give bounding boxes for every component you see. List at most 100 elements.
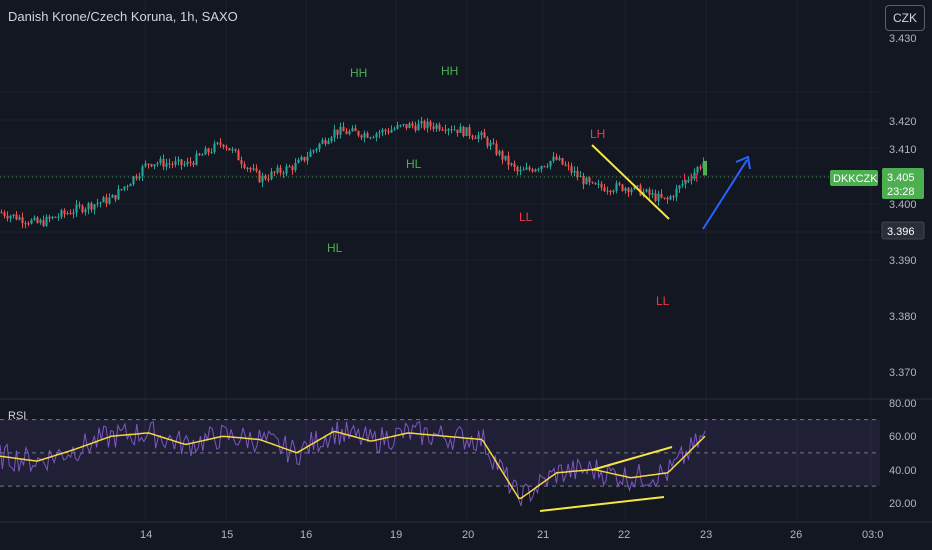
candle-body <box>495 143 498 155</box>
candle-body <box>519 170 522 172</box>
candle-body <box>492 142 495 144</box>
annotation-hl-2: HL <box>327 241 343 255</box>
candle-body <box>345 131 348 135</box>
candle-body <box>114 195 117 200</box>
candle-body <box>252 168 255 170</box>
candle-body <box>660 193 663 198</box>
candle-body <box>669 196 672 200</box>
candle-body <box>159 158 162 164</box>
time-label: 15 <box>221 529 233 541</box>
candle-body <box>465 127 468 136</box>
rsi-label: RSI <box>8 410 27 422</box>
candle-body <box>105 197 108 204</box>
candle-body <box>246 167 249 169</box>
time-axis[interactable]: 14 15 16 19 20 21 22 23 26 03:0 <box>140 529 883 541</box>
candle-body <box>696 167 699 173</box>
candle-body <box>240 160 243 165</box>
candle-body <box>489 142 492 147</box>
candle-body <box>564 164 567 166</box>
candle-body <box>96 203 99 205</box>
candle-body <box>372 137 375 139</box>
time-label: 20 <box>462 529 474 541</box>
candle-body <box>144 163 147 167</box>
candle-body <box>687 179 690 181</box>
candle-body <box>285 166 288 174</box>
time-label: 03:0 <box>862 529 883 541</box>
candle-body <box>222 144 225 147</box>
candle-body <box>468 127 471 136</box>
candle-body <box>216 142 219 144</box>
candle-body <box>423 121 426 129</box>
candle-body <box>42 220 45 226</box>
candle-body <box>525 167 528 170</box>
rsi-tick: 80.00 <box>889 398 917 410</box>
candle-body <box>531 169 534 172</box>
candle-body <box>12 214 15 217</box>
candle-body <box>210 152 213 154</box>
candle-body <box>573 170 576 173</box>
candle-body <box>60 210 63 217</box>
rsi-panel[interactable] <box>0 419 880 507</box>
candle-body <box>255 168 258 171</box>
candle-body <box>690 178 693 180</box>
candle-body <box>129 184 132 187</box>
currency-button[interactable]: CZK <box>885 5 925 31</box>
candle-body <box>24 223 27 225</box>
candle-body <box>33 217 36 220</box>
candle-body <box>378 132 381 134</box>
candle-body <box>513 163 516 168</box>
chart-title: Danish Krone/Czech Koruna, 1h, SAXO <box>8 9 238 24</box>
candle-body <box>393 128 396 130</box>
candle-body <box>480 132 483 136</box>
candle-body <box>321 140 324 144</box>
candle-body <box>207 148 210 153</box>
candle-body <box>435 124 438 129</box>
candle-body <box>231 149 234 151</box>
candle-body <box>165 163 168 167</box>
candle-body <box>390 129 393 133</box>
candle-body <box>498 151 501 155</box>
crosshair-price-bg <box>881 221 925 240</box>
candle-body <box>594 182 597 185</box>
rsi-divergence-line-bottom <box>539 496 665 512</box>
candle-body <box>651 193 654 195</box>
candle-body <box>474 137 477 139</box>
candle-body <box>171 163 174 165</box>
candle-body <box>126 186 129 188</box>
candle-body <box>615 183 618 191</box>
candle-body <box>438 124 441 130</box>
candle-body <box>75 204 78 213</box>
candle-body <box>354 128 357 132</box>
time-label: 16 <box>300 529 312 541</box>
candle-body <box>375 133 378 138</box>
candle-body <box>102 197 105 203</box>
candle-body <box>678 185 681 189</box>
candle-body <box>657 193 660 201</box>
candle-body <box>600 183 603 188</box>
candle-body <box>291 166 294 171</box>
candle-body <box>636 185 639 187</box>
last-price-badge: 3.405 <box>887 172 915 184</box>
price-scale[interactable]: 3.430 3.420 3.410 3.400 3.390 3.380 3.37… <box>889 33 917 379</box>
candle-body <box>318 143 321 150</box>
candle-body <box>591 182 594 184</box>
candle-body <box>486 137 489 147</box>
candle-body <box>315 149 318 151</box>
candle-body <box>429 121 432 127</box>
candle-body <box>555 156 558 160</box>
candle-body <box>84 209 87 213</box>
candle-body <box>204 148 207 155</box>
candle-body <box>312 150 315 152</box>
candle-body <box>369 137 372 139</box>
candle-body <box>147 163 150 165</box>
candle-body-last <box>703 160 707 176</box>
candle-body <box>111 195 114 198</box>
candle-body <box>432 126 435 129</box>
candle-body <box>180 159 183 166</box>
grid-lines <box>0 0 880 522</box>
candle-body <box>213 143 216 153</box>
forecast-arrow <box>702 155 751 230</box>
candle-body <box>108 197 111 204</box>
